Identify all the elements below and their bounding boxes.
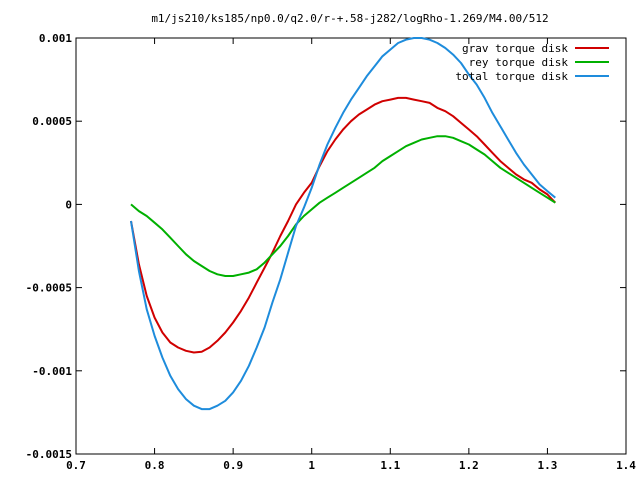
x-tick-label: 1.1	[380, 459, 400, 472]
y-tick-label: 0.001	[39, 32, 72, 45]
x-tick-label: 1.2	[459, 459, 479, 472]
chart-title: m1/js210/ks185/np0.0/q2.0/r-+.58-j282/lo…	[151, 12, 548, 25]
y-tick-label: 0	[65, 198, 72, 211]
x-tick-label: 0.9	[223, 459, 243, 472]
series-line-0	[130, 96, 557, 354]
y-tick-label: 0.0005	[32, 115, 72, 128]
x-axis: 0.7 0.8 0.9 1 1.1 1.2 1.3 1.4	[66, 38, 636, 472]
legend-label-2: total torque disk	[455, 70, 568, 83]
series-line-2	[130, 37, 556, 411]
y-tick-label: -0.0015	[26, 448, 72, 461]
legend-label-0: grav torque disk	[462, 42, 568, 55]
x-tick-label: 1	[308, 459, 315, 472]
x-tick-label: 1.4	[616, 459, 636, 472]
plot-frame	[75, 37, 627, 455]
x-tick-label: 0.7	[66, 459, 86, 472]
y-axis: 0.001 0.0005 0 -0.0005 -0.001 -0.0015	[26, 32, 626, 461]
y-tick-label: -0.001	[32, 365, 72, 378]
x-tick-label: 1.3	[537, 459, 557, 472]
series-layer	[130, 37, 557, 411]
legend-label-1: rey torque disk	[469, 56, 569, 69]
x-tick-label: 0.8	[145, 459, 165, 472]
y-tick-label: -0.0005	[26, 282, 72, 295]
series-line-1	[130, 135, 556, 277]
